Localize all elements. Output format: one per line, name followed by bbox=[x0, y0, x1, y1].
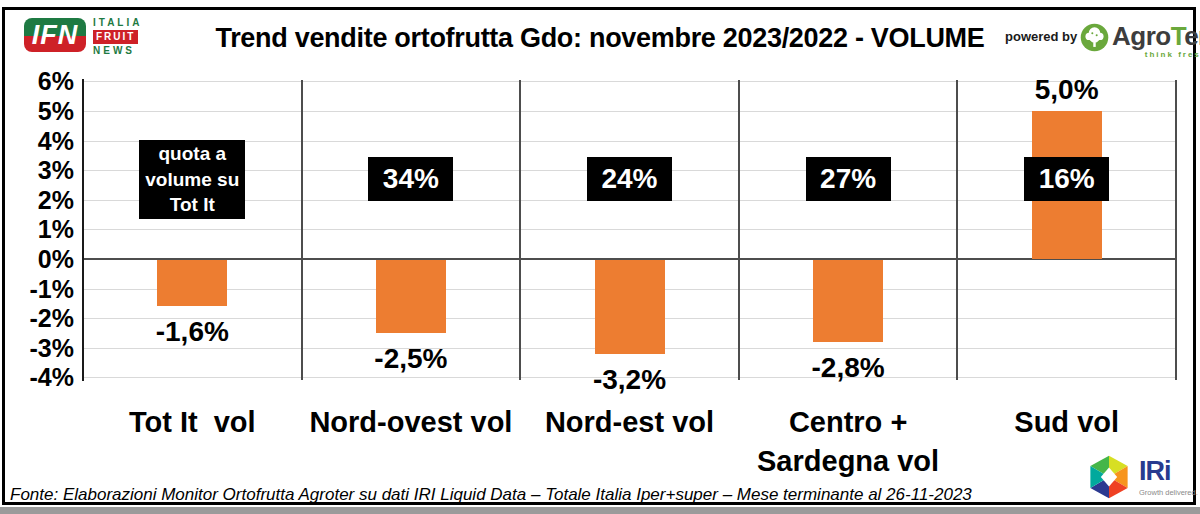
category-label: Sud vol bbox=[947, 403, 1186, 442]
bar-value-label: -3,2% bbox=[560, 366, 700, 394]
bottom-strip bbox=[0, 507, 1200, 514]
category-separator bbox=[738, 80, 740, 380]
y-tick-label: 4% bbox=[0, 129, 74, 154]
share-badge: 27% bbox=[806, 157, 891, 201]
bar bbox=[813, 260, 883, 342]
gridline bbox=[83, 141, 1176, 142]
share-note-badge: quota a volume su Tot It bbox=[139, 140, 245, 219]
category-separator bbox=[301, 80, 303, 380]
y-tick-label: 2% bbox=[0, 188, 74, 213]
category-separator bbox=[956, 80, 958, 380]
bar-value-label: -2,8% bbox=[778, 354, 918, 382]
gridline bbox=[83, 229, 1176, 230]
y-tick-label: 1% bbox=[0, 217, 74, 242]
iri-name: IRi bbox=[1139, 458, 1198, 485]
category-label: Tot It vol bbox=[73, 403, 312, 442]
share-badge: 24% bbox=[587, 157, 672, 201]
y-tick-label: 3% bbox=[0, 158, 74, 183]
category-label: Centro + Sardegna vol bbox=[729, 403, 968, 481]
iri-tagline: Growth delivered. bbox=[1139, 488, 1198, 497]
y-axis-line bbox=[82, 79, 84, 381]
category-separator bbox=[519, 80, 521, 380]
gridline bbox=[83, 111, 1176, 112]
y-tick-label: -2% bbox=[0, 306, 74, 331]
bar bbox=[376, 260, 446, 333]
y-tick-label: 0% bbox=[0, 247, 74, 272]
y-tick-label: -3% bbox=[0, 336, 74, 361]
iri-logo: IRi Growth delivered. bbox=[1086, 452, 1198, 502]
share-badge: 34% bbox=[368, 157, 453, 201]
bar bbox=[157, 260, 227, 306]
bar-value-label: -1,6% bbox=[122, 318, 262, 346]
category-separator bbox=[1175, 80, 1177, 380]
bar-value-label: -2,5% bbox=[341, 345, 481, 373]
bar-chart: -4% -3% -2% -1% 0% 1% 2% 3% 4% 5% 6% -1,6% quota a v… bbox=[0, 0, 1200, 514]
y-tick-label: 6% bbox=[0, 69, 74, 94]
category-label: Nord-ovest vol bbox=[292, 403, 531, 442]
y-tick-label: -1% bbox=[0, 277, 74, 302]
bar-value-label: 5,0% bbox=[997, 76, 1137, 104]
category-label: Nord-est vol bbox=[510, 403, 749, 442]
share-badge: 16% bbox=[1024, 157, 1109, 201]
iri-wordmark: IRi Growth delivered. bbox=[1139, 458, 1198, 497]
iri-cube-icon bbox=[1086, 452, 1132, 502]
y-tick-label: 5% bbox=[0, 99, 74, 124]
bar bbox=[595, 260, 665, 354]
y-tick-label: -4% bbox=[0, 365, 74, 390]
chart-card: IFN ITALIA FRUIT NEWS Trend vendite orto… bbox=[0, 0, 1200, 514]
source-note: Fonte: Elaborazioni Monitor Ortofrutta A… bbox=[10, 485, 972, 505]
